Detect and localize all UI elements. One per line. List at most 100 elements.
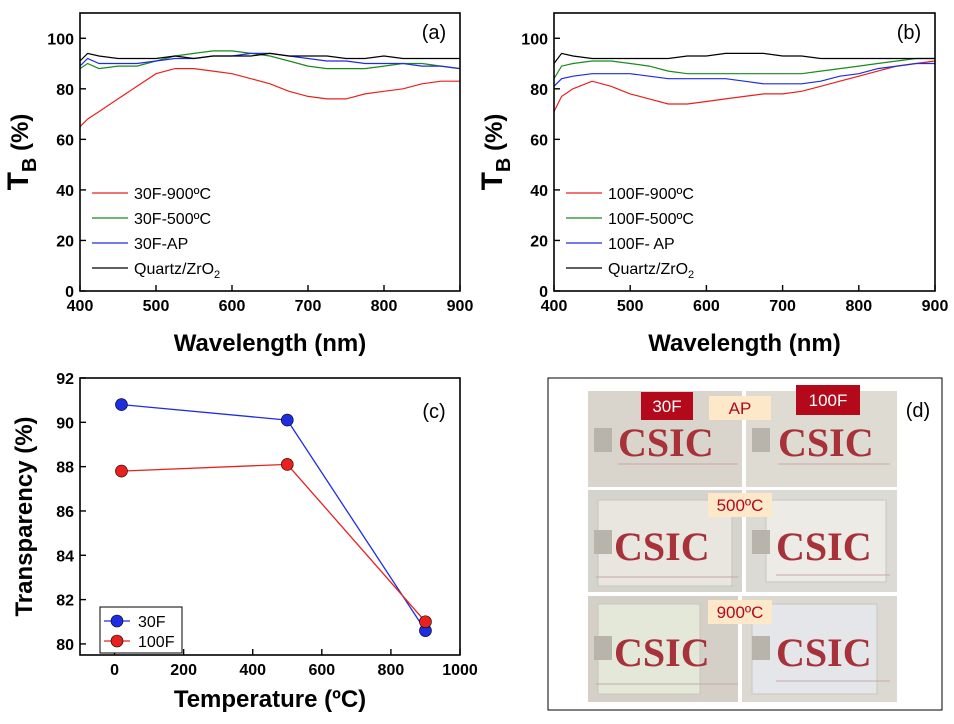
y-tick-label-a-5: 100 — [47, 31, 74, 48]
x-axis-label-a: Wavelength (nm) — [174, 330, 366, 357]
x-tick-label-a-1: 500 — [143, 298, 170, 315]
x-tick-label-b-3: 700 — [769, 298, 796, 315]
x-tick-label-c-0: 0 — [110, 662, 119, 679]
x-tick-label-a-3: 700 — [295, 298, 322, 315]
tag-30f-bg — [641, 392, 693, 420]
legend-label-a-2: 30F-AP — [134, 236, 188, 253]
tag-100f-bg — [796, 385, 860, 415]
series-line-b-0 — [553, 60, 936, 112]
panel-label-b: (b) — [897, 22, 921, 44]
x-tick-label-a-4: 800 — [371, 298, 398, 315]
csic-seal-icon — [752, 636, 770, 660]
x-tick-label-b-4: 800 — [845, 298, 872, 315]
panel-c-chart: 0 200 400 600 800 1000 80 82 84 86 88 90 92 Temperatu… — [11, 371, 478, 713]
y-tick-label-c-2: 84 — [56, 548, 74, 565]
series-line-a-0 — [79, 67, 460, 128]
legend-label-a-0: 30F-900ºC — [134, 186, 211, 203]
glass-plate — [751, 603, 878, 695]
x-tick-label-b-1: 500 — [617, 298, 644, 315]
y-tick-label-c-6: 92 — [56, 371, 74, 388]
x-tick-label-b-0: 400 — [541, 298, 568, 315]
x-tick-label-c-1: 200 — [170, 662, 197, 679]
y-axis-label-a: TB (%) — [2, 114, 41, 191]
csic-logo: CSIC — [618, 420, 714, 465]
y-tick-label-c-0: 80 — [56, 637, 74, 654]
plot-frame-b — [553, 12, 936, 292]
csic-seal-icon — [752, 428, 770, 452]
tag-ap: AP — [729, 399, 752, 418]
y-tick-label-c-4: 88 — [56, 460, 74, 477]
y-axis-label-main: T — [2, 172, 35, 190]
x-tick-label-a-0: 400 — [67, 298, 94, 315]
y-tick-label-b-2: 40 — [530, 183, 548, 200]
x-tick-label-c-5: 1000 — [442, 662, 478, 679]
legend-label-a-1: 30F-500ºC — [134, 211, 211, 228]
tag-ap-bg — [709, 396, 771, 420]
legend-label-b-3: Quartz/ZrO2 — [608, 261, 694, 281]
series-line-b-3 — [553, 52, 935, 64]
y-tick-label-b-3: 60 — [530, 132, 548, 149]
legend-label-b-0: 100F-900ºC — [608, 186, 694, 203]
series-line-b-2 — [553, 62, 935, 87]
x-tick-label-a-2: 600 — [219, 298, 246, 315]
panel-label-c: (c) — [422, 401, 445, 423]
y-tick-label-b-4: 80 — [530, 82, 548, 99]
series-line-a-3 — [79, 52, 460, 62]
legend-label-b-1: 100F-500ºC — [608, 211, 694, 228]
panel-label-a: (a) — [422, 22, 446, 44]
series-line-c-1 — [121, 463, 426, 623]
x-tick-label-c-3: 600 — [308, 662, 335, 679]
y-axis-label-sub: B — [493, 158, 515, 172]
x-tick-label-b-5: 900 — [922, 298, 949, 315]
plot-frame-c — [79, 377, 461, 656]
csic-seal-icon — [594, 636, 612, 660]
y-tick-label-a-2: 40 — [56, 183, 74, 200]
csic-logo: CSIC — [614, 630, 710, 675]
series-line-c-0 — [121, 403, 427, 631]
x-tick-label-b-2: 600 — [693, 298, 720, 315]
panel-label-d: (d) — [906, 400, 930, 422]
panel-b-chart: 400 500 600 700 800 900 0 20 40 60 80 100 Wavelength… — [476, 12, 949, 357]
y-axis-label-sub: B — [19, 158, 41, 172]
y-tick-label-b-1: 20 — [530, 233, 548, 250]
tag-900: 900ºC — [717, 603, 764, 622]
tag-100f: 100F — [809, 391, 848, 410]
panel-a-chart: 400 500 600 700 800 900 0 20 40 60 80 100 Wavelength… — [2, 12, 474, 357]
data-point-c-1-1 — [280, 458, 294, 471]
data-point-c-0-1 — [280, 413, 294, 427]
y-axis-label-unit: (%) — [7, 114, 34, 158]
x-tick-label-c-4: 800 — [378, 662, 405, 679]
y-axis-label-main: T — [476, 172, 509, 190]
y-tick-label-b-5: 100 — [521, 31, 548, 48]
tag-500: 500ºC — [717, 496, 764, 515]
y-tick-label-c-1: 82 — [56, 593, 74, 610]
x-tick-label-c-2: 400 — [239, 662, 266, 679]
y-axis-label-c: Transparency (%) — [11, 416, 38, 616]
y-tick-label-a-3: 60 — [56, 132, 74, 149]
y-tick-label-c-3: 86 — [56, 504, 74, 521]
legend-label-c-1: 100F — [138, 634, 175, 651]
data-point-c-0-0 — [115, 398, 128, 411]
glass-plate — [765, 499, 887, 583]
series-line-b-1 — [553, 57, 935, 80]
panel-d-photos: CSIC CSIC CSIC CSIC CSIC CSIC 30F 100F A… — [547, 377, 943, 711]
csic-logo: CSIC — [776, 524, 872, 569]
y-tick-label-a-4: 80 — [56, 82, 74, 99]
legend-label-a-3: Quartz/ZrO2 — [134, 261, 220, 281]
x-axis-label-b: Wavelength (nm) — [648, 330, 840, 357]
csic-logo: CSIC — [776, 630, 872, 675]
y-axis-label-b: TB (%) — [476, 114, 515, 191]
csic-seal-icon — [594, 530, 612, 554]
y-axis-label-unit: (%) — [481, 114, 508, 158]
x-tick-label-a-5: 900 — [447, 298, 474, 315]
plot-frame-a — [79, 12, 461, 292]
tag-500-bg — [708, 493, 772, 517]
legend-label-b-2: 100F- AP — [608, 236, 675, 253]
glass-plate-iridescent — [597, 603, 701, 695]
csic-logo: CSIC — [778, 420, 874, 465]
series-line-a-2 — [79, 52, 461, 70]
csic-seal-icon — [752, 530, 770, 554]
data-point-c-1-0 — [115, 464, 128, 478]
y-tick-label-c-5: 90 — [56, 415, 74, 432]
